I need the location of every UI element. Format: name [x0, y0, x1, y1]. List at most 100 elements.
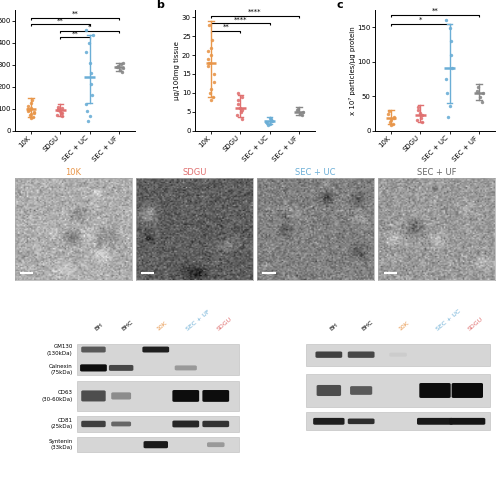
Point	[418, 114, 426, 122]
Text: c: c	[336, 0, 343, 10]
FancyBboxPatch shape	[144, 441, 168, 448]
FancyBboxPatch shape	[142, 347, 169, 352]
Point	[204, 55, 212, 63]
Point	[388, 120, 396, 128]
Text: **: **	[432, 8, 438, 14]
Text: GM130
(130kDa): GM130 (130kDa)	[47, 345, 72, 355]
Point	[298, 108, 306, 116]
Point	[238, 106, 246, 114]
Point	[474, 83, 482, 91]
Point	[58, 112, 66, 120]
FancyBboxPatch shape	[207, 442, 224, 447]
Point	[54, 103, 62, 111]
Point	[264, 121, 272, 129]
Point	[84, 117, 92, 125]
Bar	[306, 344, 490, 366]
Point	[238, 93, 246, 101]
FancyBboxPatch shape	[316, 385, 341, 396]
Text: CD81
(25kDa): CD81 (25kDa)	[50, 418, 72, 429]
Point	[27, 110, 35, 118]
Text: CD63
(30-60kDa): CD63 (30-60kDa)	[42, 390, 72, 401]
Point	[268, 117, 276, 125]
Point	[238, 115, 246, 123]
Point	[27, 99, 35, 107]
Point	[84, 39, 92, 47]
Point	[116, 60, 124, 68]
Point	[26, 104, 34, 111]
Point	[385, 107, 393, 115]
Text: BH: BH	[94, 322, 104, 331]
Point	[25, 106, 33, 114]
Point	[116, 66, 124, 73]
Point	[442, 75, 450, 83]
Point	[82, 26, 90, 34]
Point	[478, 98, 486, 106]
FancyBboxPatch shape	[202, 421, 229, 427]
Point	[294, 105, 302, 112]
Text: *: *	[418, 17, 422, 23]
Point	[86, 70, 94, 77]
Point	[54, 106, 62, 113]
Point	[88, 92, 96, 100]
FancyBboxPatch shape	[450, 418, 486, 425]
Point	[234, 89, 242, 97]
Point	[208, 97, 216, 105]
Point	[26, 111, 34, 119]
Point	[206, 51, 214, 59]
Text: BH: BH	[329, 322, 339, 331]
Point	[82, 48, 90, 56]
Point	[298, 111, 306, 119]
Point	[387, 115, 395, 123]
FancyBboxPatch shape	[316, 352, 342, 358]
Point	[446, 25, 454, 33]
Title: 10K: 10K	[66, 168, 82, 177]
FancyBboxPatch shape	[81, 347, 106, 352]
Text: **: **	[72, 11, 78, 17]
FancyBboxPatch shape	[111, 392, 131, 399]
Point	[232, 111, 240, 119]
Bar	[78, 344, 239, 375]
Point	[442, 16, 450, 24]
Point	[446, 103, 454, 110]
Point	[266, 114, 274, 122]
Point	[448, 65, 456, 72]
Point	[390, 114, 398, 122]
Point	[118, 59, 126, 67]
Point	[89, 31, 97, 39]
Point	[416, 108, 424, 116]
Point	[28, 114, 36, 122]
Point	[264, 119, 272, 127]
Point	[208, 93, 216, 101]
Point	[414, 103, 422, 111]
Text: SEC + UC: SEC + UC	[435, 308, 462, 331]
Bar	[306, 374, 490, 407]
FancyBboxPatch shape	[80, 364, 107, 372]
FancyBboxPatch shape	[111, 422, 131, 426]
Point	[262, 118, 270, 126]
Point	[266, 115, 274, 123]
Title: SDGU: SDGU	[182, 168, 206, 177]
FancyBboxPatch shape	[313, 418, 344, 425]
Point	[114, 62, 122, 70]
Text: **: **	[72, 31, 78, 36]
FancyBboxPatch shape	[348, 352, 374, 358]
FancyBboxPatch shape	[202, 390, 229, 402]
Point	[418, 111, 426, 119]
FancyBboxPatch shape	[109, 365, 134, 371]
Point	[210, 70, 218, 78]
FancyBboxPatch shape	[350, 386, 372, 395]
Text: ****: ****	[248, 9, 262, 15]
Point	[82, 100, 90, 108]
Point	[113, 63, 121, 71]
Text: 10K: 10K	[156, 320, 168, 331]
Y-axis label: μg/100mg tissue: μg/100mg tissue	[174, 41, 180, 100]
Point	[207, 85, 215, 93]
Point	[204, 63, 212, 70]
Text: 10K: 10K	[398, 320, 410, 331]
Point	[87, 80, 95, 88]
Point	[86, 59, 94, 67]
Point	[208, 36, 216, 44]
FancyBboxPatch shape	[174, 365, 197, 370]
Point	[473, 87, 481, 95]
Point	[447, 51, 455, 59]
